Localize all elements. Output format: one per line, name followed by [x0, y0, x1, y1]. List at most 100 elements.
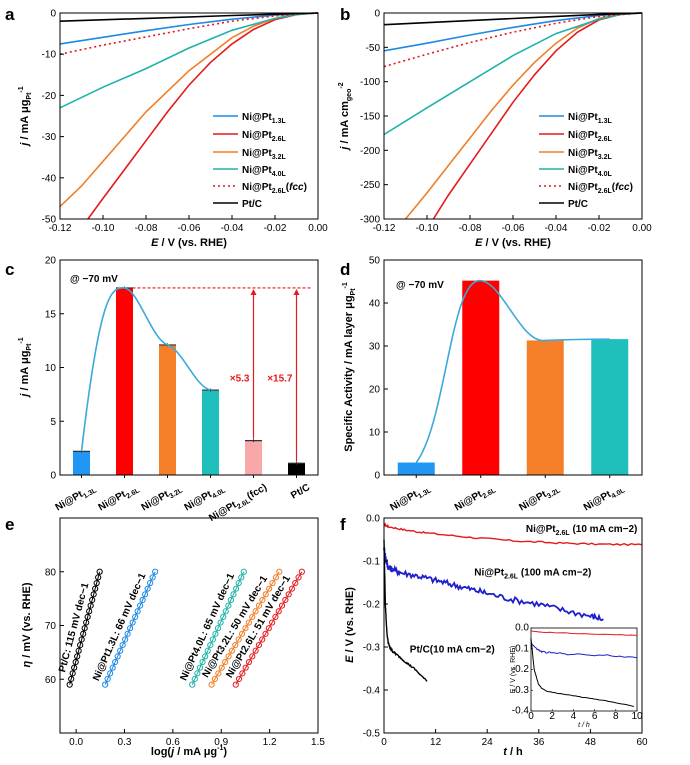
bar-ni-pt2-6l — [116, 287, 133, 475]
x-tick-label: -0.04 — [221, 223, 244, 234]
x-tick-label: 0 — [381, 737, 387, 748]
data-point-ni-pt4-0l-65-mv-dec-1 — [191, 675, 198, 683]
data-point-ni-pt1-3l-66-mv-dec-1 — [117, 647, 124, 654]
inset-y-tick-label: -0.2 — [512, 664, 530, 675]
ratio-label: ×15.7 — [267, 373, 293, 384]
panel-d-frame — [383, 259, 643, 476]
data-point-ni-pt3-2l-50-mv-dec-1 — [208, 681, 215, 688]
y-tick-label: -0.4 — [363, 686, 381, 697]
category-label: Ni@Pt3.2L — [140, 482, 185, 516]
x-tick-label: 0.3 — [118, 737, 132, 748]
panel-e-frame — [59, 517, 319, 734]
inset-xlabel: t / h — [578, 722, 590, 729]
legend-label-ni-pt13: Ni@Pt1.3L — [242, 112, 286, 125]
data-point-ni-pt2-6l-51-mv-dec-1 — [252, 647, 259, 654]
inset-y-tick-label: 0.0 — [515, 623, 529, 634]
y-tick-label: 15 — [45, 309, 57, 320]
y-tick-label: 50 — [369, 256, 381, 267]
inset-x-tick-label: 6 — [592, 711, 598, 722]
panel-a-ylabel: j / mA μgPt-1 — [18, 86, 33, 147]
series-line-ni-pt2-6l-100-ma-cm-2 — [383, 547, 604, 622]
data-point-ni-pt4-0l-65-mv-dec-1 — [196, 664, 204, 671]
data-point-ni-pt3-2l-50-mv-dec-1 — [218, 664, 225, 671]
y-tick-label: -50 — [366, 43, 381, 54]
panel-a-ticks: -0.12 -0.10 -0.08 -0.06 -0.04 -0.02 0.00 0 -10 -2… — [42, 9, 329, 235]
panel-e-plot: Pt/C: 115 mV dec−1 Ni@Pt1.3L: 66 mV dec−1… — [57, 568, 305, 688]
y-tick-label: 20 — [45, 256, 57, 267]
data-point-ni-pt4-0l-65-mv-dec-1 — [207, 642, 214, 649]
x-tick-label: 1.5 — [311, 737, 325, 748]
panel-f-ticks: 0 12 24 36 48 600.0-0.1-0.2-0.3-0.4-0.5 — [363, 514, 648, 749]
fit-line-ni-pt3-2l-50-mv-dec-1 — [211, 571, 280, 685]
data-point-pt-c-115-mv-dec-1 — [92, 585, 99, 592]
data-point-ni-pt4-0l-65-mv-dec-1 — [235, 579, 242, 587]
y-tick-label: -10 — [42, 50, 57, 61]
y-tick-label: 20 — [369, 385, 381, 396]
data-point-ni-pt3-2l-50-mv-dec-1 — [242, 625, 249, 632]
y-tick-label: 0 — [374, 9, 380, 20]
data-point-pt-c-115-mv-dec-1 — [81, 625, 88, 632]
series-label-ni-pt2-6l-10-ma-cm-2: Ni@Pt2.6L (10 mA cm−2) — [526, 524, 638, 537]
y-tick-label: 60 — [45, 675, 57, 686]
data-point-pt-c-115-mv-dec-1 — [90, 591, 97, 598]
data-point-ni-pt3-2l-50-mv-dec-1 — [211, 675, 219, 683]
inset-series-line-ni-pt2-6l-100-ma-cm-2 — [530, 642, 638, 659]
panel-b-legend: Ni@Pt1.3L Ni@Pt2.6L Ni@Pt3.2L Ni@Pt4.0L … — [539, 112, 633, 210]
data-point-ni-pt3-2l-50-mv-dec-1 — [266, 585, 273, 592]
data-point-ni-pt4-0l-65-mv-dec-1 — [199, 658, 206, 666]
data-point-pt-c-115-mv-dec-1 — [71, 664, 78, 671]
data-point-ni-pt1-3l-66-mv-dec-1 — [109, 664, 116, 671]
data-point-ni-pt2-6l-51-mv-dec-1 — [245, 658, 253, 666]
data-point-ni-pt3-2l-50-mv-dec-1 — [215, 670, 222, 677]
y-tick-label: 10 — [369, 428, 381, 439]
data-point-ni-pt2-6l-51-mv-dec-1 — [278, 602, 286, 609]
panel-f-inset: 0 2 4 6 8 10 0.0 -0.1 -0.2 -0.3 -0.4 t / h E / V (vs… — [510, 623, 643, 730]
x-tick-label: -0.12 — [49, 223, 72, 234]
panel-a: a -0.12 -0.10 -0.08 -0.06 -0.04 -0.02 0.00 0 -10… — [5, 5, 328, 249]
panel-label-d: d — [340, 260, 350, 279]
data-point-ni-pt4-0l-65-mv-dec-1 — [214, 625, 222, 632]
y-tick-label: 70 — [45, 621, 57, 632]
panel-c-plot: ×5.3 ×15.7 — [73, 286, 312, 475]
trend-curve — [80, 286, 211, 452]
x-tick-label: 48 — [585, 737, 597, 748]
panel-e: e Pt/C: 115 mV dec−1 Ni@Pt1.3L: 66 mV dec… — [5, 515, 325, 758]
x-tick-label: -0.04 — [545, 223, 568, 234]
data-point-ni-pt4-0l-65-mv-dec-1 — [209, 636, 216, 643]
data-point-ni-pt1-3l-66-mv-dec-1 — [122, 636, 129, 643]
panel-e-xlabel: log(j / mA μg-1) — [151, 745, 227, 758]
inset-x-tick-label: 8 — [613, 711, 619, 722]
ratio-arrowhead — [293, 288, 300, 295]
panel-c-ylabel: j / mA μgPt-1 — [18, 337, 33, 398]
data-point-ni-pt3-2l-50-mv-dec-1 — [232, 642, 239, 649]
data-point-ni-pt4-0l-65-mv-dec-1 — [222, 608, 229, 615]
y-tick-label: -0.1 — [363, 557, 381, 568]
inset-x-tick-label: 10 — [631, 711, 643, 722]
panel-c-annotation: @ −70 mV — [70, 274, 118, 285]
x-tick-label: 1.2 — [263, 737, 277, 748]
x-tick-label: 0.6 — [166, 737, 180, 748]
x-tick-label: 12 — [430, 737, 442, 748]
data-point-ni-pt2-6l-51-mv-dec-1 — [239, 670, 246, 677]
tafel-label-ni-pt1-3l-66-mv-dec-1: Ni@Pt1.3L: 66 mV dec−1 — [91, 571, 149, 683]
panel-b-xlabel: E / V (vs. RHE) — [475, 237, 551, 249]
y-tick-label: -30 — [42, 132, 57, 143]
data-point-ni-pt2-6l-51-mv-dec-1 — [275, 608, 282, 615]
bar-ni-pt3-2l — [159, 344, 176, 475]
panel-f-ylabel: E / V (vs. RHE) — [344, 587, 356, 663]
bar-ni-pt2-6l-fcc — [245, 440, 262, 475]
category-label: Ni@Pt4.0L — [582, 482, 627, 516]
data-point-ni-pt3-2l-50-mv-dec-1 — [249, 613, 256, 621]
legend-label-ni-pt13: Ni@Pt1.3L — [568, 112, 612, 125]
panel-a-xlabel: E / V (vs. RHE) — [151, 237, 227, 249]
panel-f: f Ni@Pt2.6L (10 mA cm−2) Ni@Pt2.6L (100 m… — [340, 514, 648, 759]
data-point-ni-pt1-3l-66-mv-dec-1 — [152, 568, 159, 575]
panel-label-e: e — [5, 515, 14, 534]
bar-ni-pt4-0l — [591, 339, 629, 475]
inset-x-tick-label: 2 — [549, 711, 555, 722]
panel-f-xlabel: t / h — [503, 746, 523, 758]
panel-b-ticks: -0.12 -0.10 -0.08 -0.06 -0.04 -0.02 0.00 0 -50 -1… — [360, 9, 652, 235]
panel-label-b: b — [340, 5, 350, 24]
data-point-ni-pt2-6l-51-mv-dec-1 — [282, 596, 289, 604]
y-tick-label: 80 — [45, 567, 57, 578]
